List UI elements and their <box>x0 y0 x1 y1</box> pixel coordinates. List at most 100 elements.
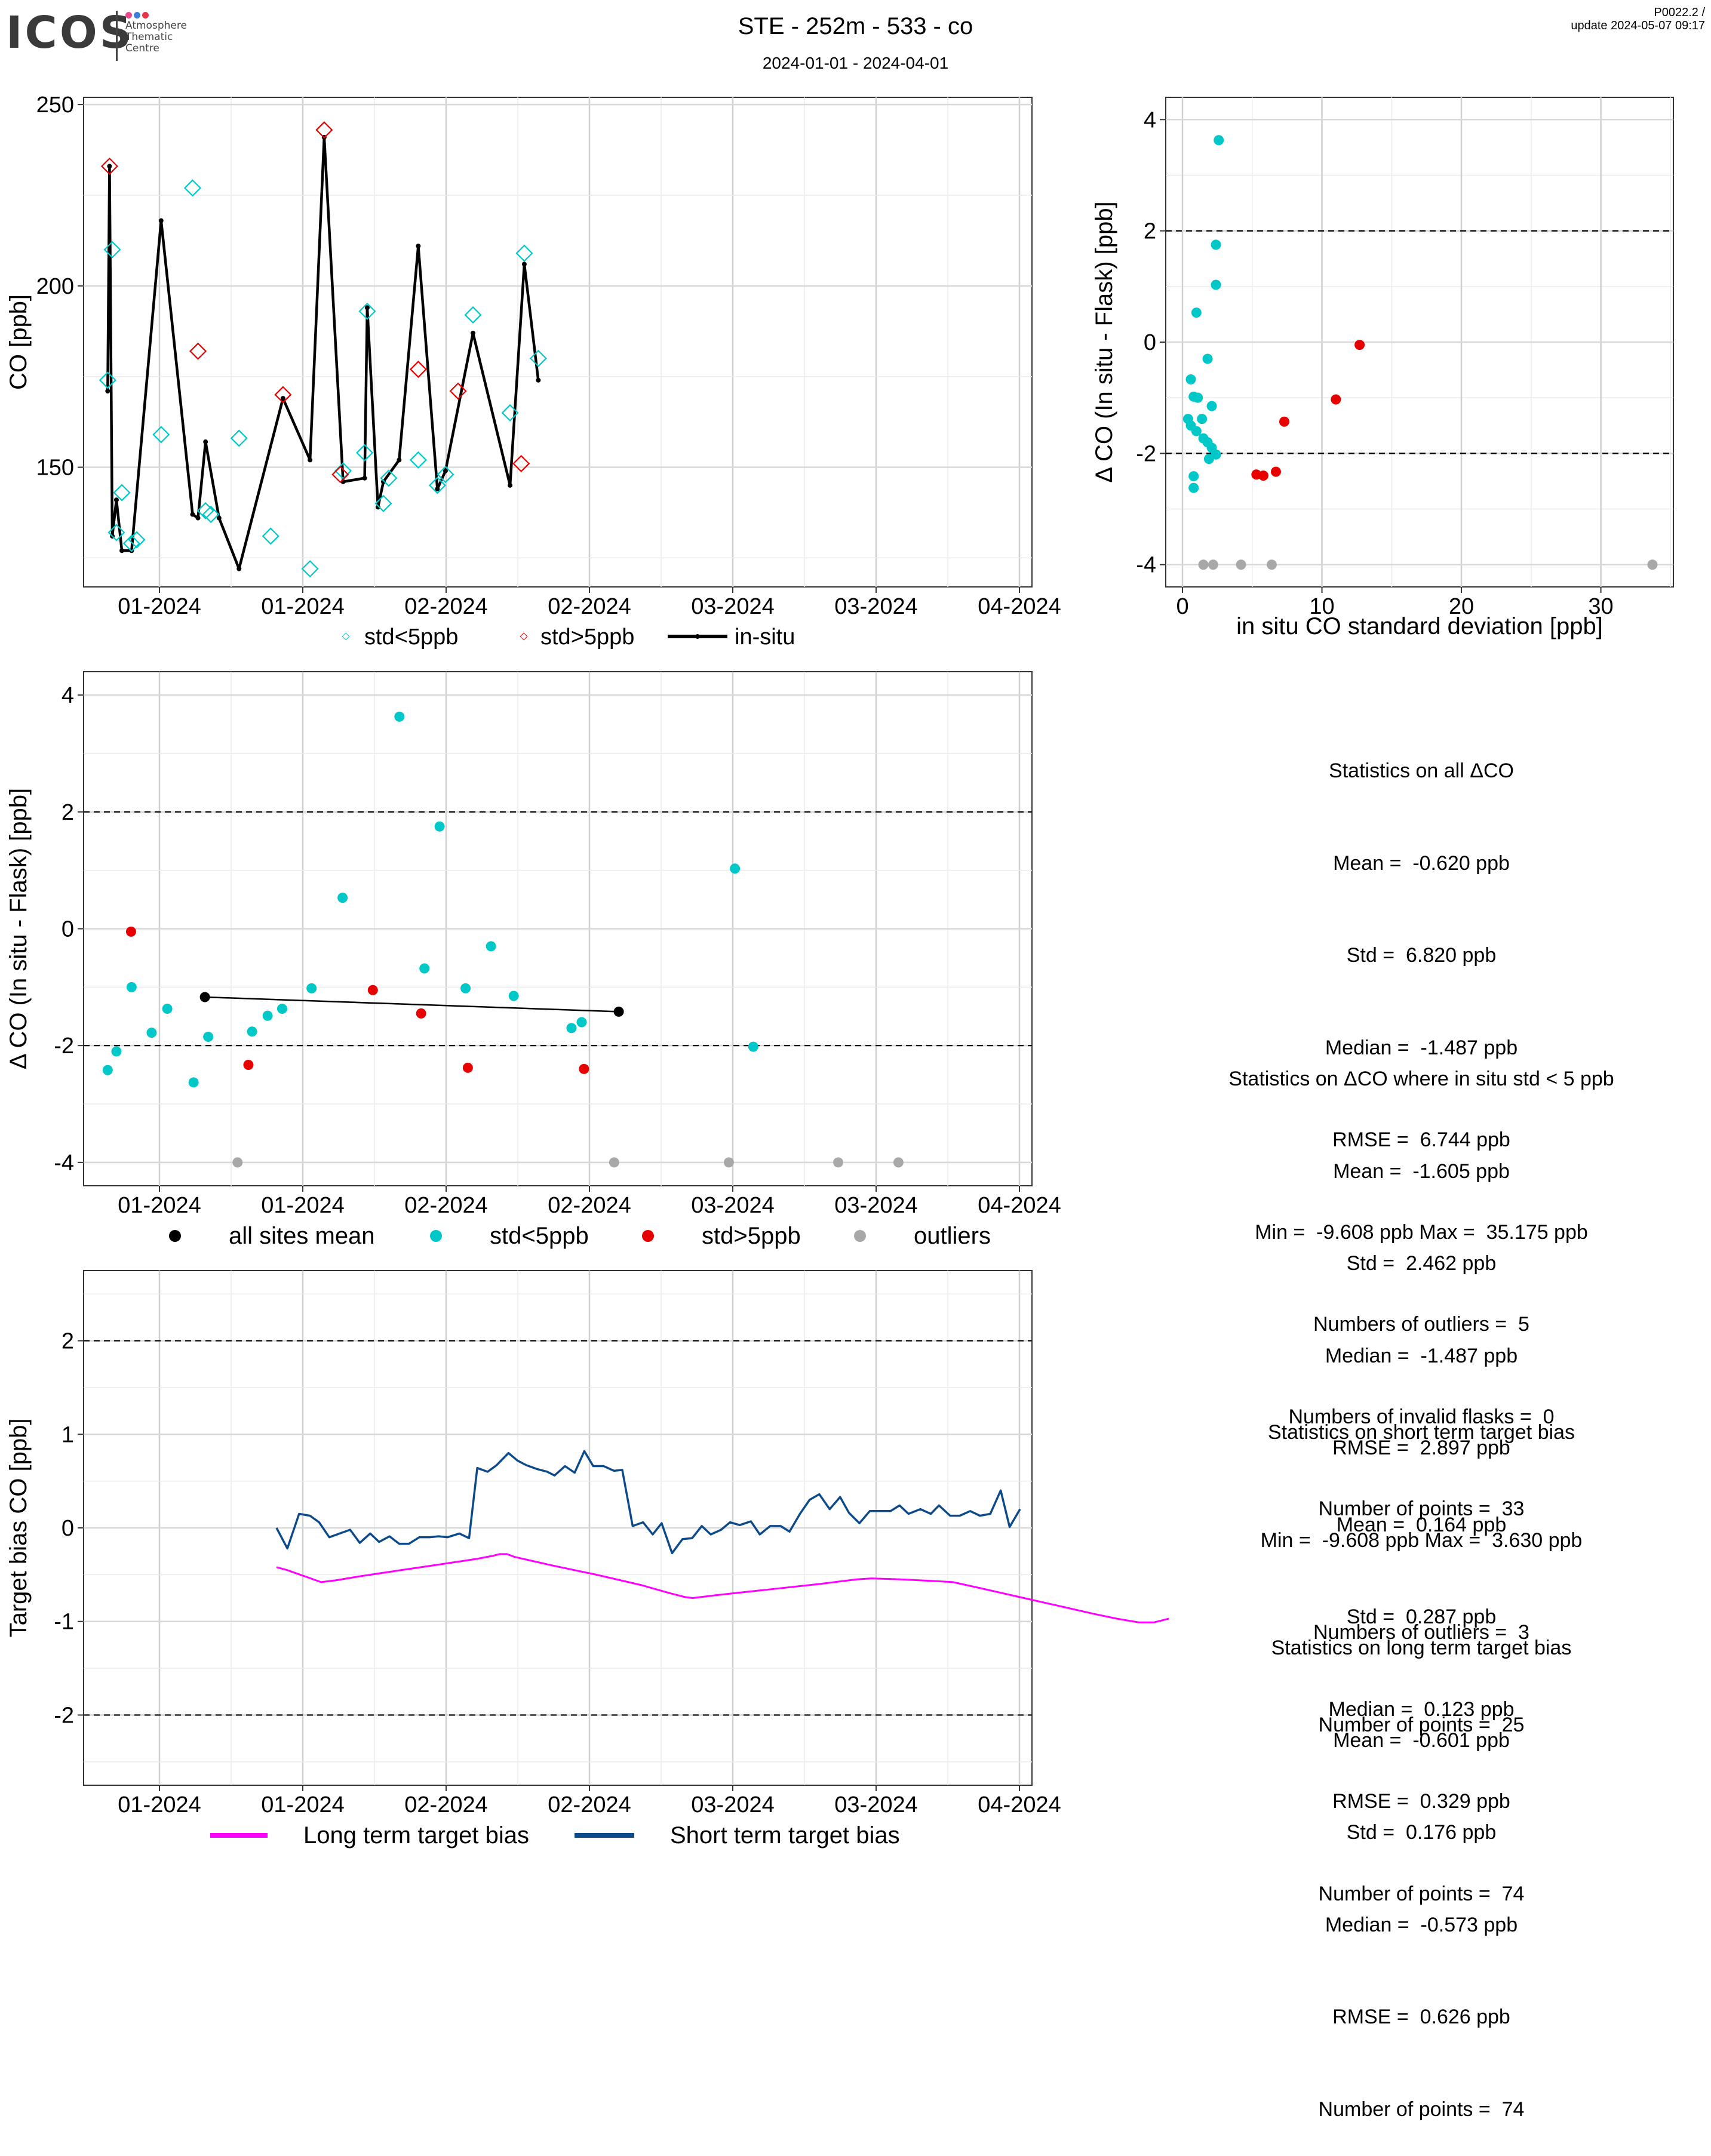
flask-std-lt5-marker <box>183 179 202 197</box>
insitu-point <box>443 468 448 473</box>
delta-std-lt5-point <box>111 1046 122 1057</box>
stats-line: RMSE = 6.744 ppb <box>1332 1128 1510 1151</box>
legend-insitu-label: in-situ <box>735 625 795 650</box>
long-term-bias-line <box>276 1553 1169 1623</box>
insitu-point <box>190 512 195 517</box>
co-timeseries-xtick-label: 03-2024 <box>691 594 774 619</box>
legend-delta-label: std<5ppb <box>490 1223 589 1249</box>
target-bias-xtick-label: 01-2024 <box>261 1792 344 1817</box>
delta-std-lt5-point <box>748 1041 758 1052</box>
stats-line: Mean = -0.620 ppb <box>1333 851 1510 875</box>
insitu-point <box>158 218 164 223</box>
version-label: P0022.2 / <box>1654 6 1705 19</box>
target-bias-ytick-label: -2 <box>54 1703 74 1728</box>
delta-std-lt5-point <box>188 1077 199 1088</box>
delta-outlier-point <box>609 1157 619 1168</box>
stats-line: Median = -1.487 ppb <box>1325 1036 1518 1059</box>
insitu-point <box>435 487 440 491</box>
date-range: 2024-01-01 - 2024-04-01 <box>762 54 949 72</box>
co-timeseries-ytick-label: 150 <box>36 456 74 481</box>
insitu-point <box>236 566 242 571</box>
stats-line: Numbers of outliers = 3 <box>1313 1621 1529 1644</box>
delta-std-gt5-point <box>579 1063 589 1074</box>
delta-timeseries-xtick-label: 01-2024 <box>261 1193 344 1218</box>
delta-timeseries-ytick-label: 2 <box>62 800 74 825</box>
scatter-std-gt5-point <box>1258 470 1268 481</box>
delta-std-lt5-point <box>508 991 519 1001</box>
stats-line: Std = 6.820 ppb <box>1346 944 1497 967</box>
scatter-outlier-point <box>1647 559 1658 570</box>
insitu-point <box>119 548 125 553</box>
stats-line: Numbers of invalid flasks = 0 <box>1288 1405 1555 1428</box>
target-bias-xtick-label: 01-2024 <box>118 1792 201 1817</box>
scatter-std-lt5-point <box>1197 414 1208 425</box>
version-info: P0022.2 / update 2024-05-07 09:17 <box>1571 6 1705 32</box>
legend-std-gt5-label: std>5ppb <box>540 625 634 650</box>
delta-std-lt5-point <box>486 941 496 952</box>
legend-delta-marker <box>169 1230 181 1242</box>
target-bias-xtick-label: 03-2024 <box>834 1792 917 1817</box>
insitu-point <box>362 475 367 481</box>
delta-std-lt5-point <box>394 711 405 722</box>
insitu-point <box>280 396 285 401</box>
stats-line: Number of points = 25 <box>1318 1713 1525 1736</box>
flask-std-gt5-marker <box>274 386 292 404</box>
target-bias-ytick-label: 2 <box>62 1329 74 1354</box>
delta-vs-std-xtick-label: 30 <box>1588 594 1613 619</box>
scatter-std-lt5-point <box>1193 392 1203 403</box>
delta-std-gt5-point <box>367 985 378 995</box>
scatter-std-lt5-point <box>1185 374 1196 385</box>
delta-vs-std-xtick-label: 10 <box>1309 594 1334 619</box>
scatter-outlier-point <box>1208 559 1218 570</box>
delta-vs-std-ytick-label: 2 <box>1144 219 1156 244</box>
delta-std-lt5-point <box>146 1028 157 1038</box>
flask-std-lt5-marker <box>358 302 376 320</box>
insitu-point <box>381 479 386 484</box>
stats-line: Mean = -1.605 ppb <box>1333 1159 1510 1183</box>
legend-long-bias-label: Long term target bias <box>303 1822 529 1849</box>
insitu-point <box>397 457 402 463</box>
flask-std-lt5-marker <box>356 444 374 462</box>
scatter-outlier-point <box>1236 559 1246 570</box>
flask-std-lt5-marker <box>230 429 248 447</box>
stats-line: Median = 0.123 ppb <box>1328 1697 1515 1721</box>
legend-delta-label: all sites mean <box>229 1223 375 1249</box>
flask-std-lt5-marker <box>380 469 398 487</box>
delta-std-gt5-point <box>125 926 136 937</box>
delta-std-lt5-point <box>576 1017 587 1028</box>
stats-line: Statistics on ΔCO where in situ std < 5 … <box>1228 1068 1614 1090</box>
scatter-std-gt5-point <box>1279 416 1289 427</box>
insitu-point <box>375 505 380 510</box>
delta-timeseries-xtick-label: 04-2024 <box>978 1193 1061 1218</box>
delta-std-lt5-point <box>337 893 348 903</box>
stats-line: RMSE = 0.626 ppb <box>1332 2006 1510 2028</box>
stats-line: Number of points = 33 <box>1318 1497 1525 1520</box>
co-timeseries-ytick-label: 200 <box>36 274 74 299</box>
update-timestamp: update 2024-05-07 09:17 <box>1571 19 1705 32</box>
insitu-point <box>113 497 119 503</box>
all-sites-mean-point <box>199 992 210 1002</box>
insitu-point <box>203 439 208 445</box>
delta-std-gt5-point <box>416 1008 426 1019</box>
flask-std-lt5-marker <box>409 451 427 469</box>
delta-std-lt5-point <box>419 963 430 974</box>
insitu-point <box>107 164 112 169</box>
scatter-std-gt5-point <box>1270 466 1281 477</box>
stats-line: Numbers of outliers = 5 <box>1313 1313 1529 1336</box>
flask-std-lt5-marker <box>152 426 170 444</box>
legend-delta-label: std>5ppb <box>702 1223 801 1249</box>
flask-std-lt5-marker <box>529 349 547 367</box>
delta-std-lt5-point <box>247 1026 257 1037</box>
stats-line: RMSE = 2.897 ppb <box>1332 1437 1510 1459</box>
co-timeseries-xtick-label: 02-2024 <box>548 594 631 619</box>
stats-line: Number of points = 74 <box>1318 2097 1525 2121</box>
delta-vs-std-ytick-label: -2 <box>1136 441 1156 466</box>
delta-std-gt5-point <box>243 1059 254 1070</box>
insitu-point <box>508 482 513 488</box>
co-timeseries-xtick-label: 03-2024 <box>834 594 917 619</box>
flask-std-lt5-marker <box>437 466 454 484</box>
target-bias-xtick-label: 03-2024 <box>691 1792 774 1817</box>
insitu-point <box>195 515 201 521</box>
flask-std-gt5-marker <box>189 342 207 360</box>
scatter-std-gt5-point <box>1354 340 1365 350</box>
